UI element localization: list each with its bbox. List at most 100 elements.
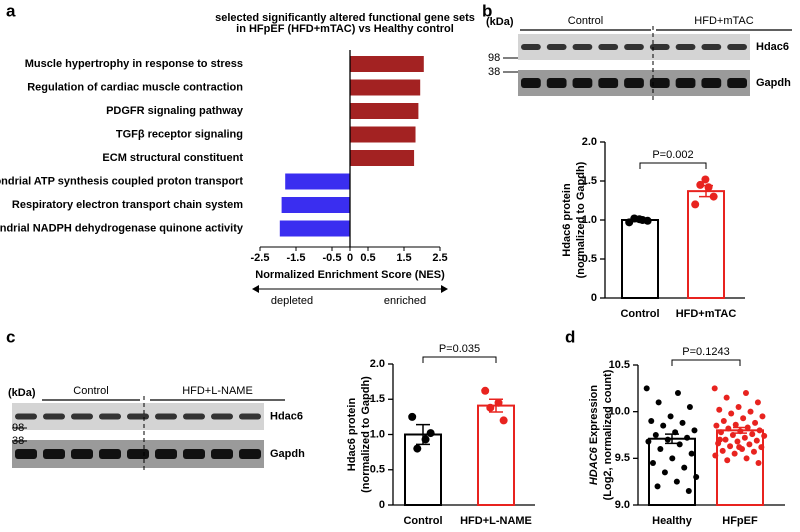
panel-label: b — [482, 1, 492, 20]
y-tick-label: 1.0 — [370, 428, 385, 440]
blot-band — [598, 78, 619, 88]
x-tick-label: HFD+L-NAME — [460, 515, 532, 527]
y-axis-label-part: Expression — [588, 385, 600, 448]
data-point — [727, 443, 734, 450]
blot-band — [43, 413, 65, 420]
data-point — [657, 446, 664, 452]
data-point — [481, 386, 490, 395]
protein-label: Hdac6 — [270, 410, 303, 422]
data-point — [754, 399, 761, 406]
panel-label: a — [6, 1, 16, 20]
category-label: Muscle hypertrophy in response to stress — [25, 58, 243, 70]
data-point — [684, 434, 691, 441]
data-point — [649, 460, 656, 466]
y-axis-label-part: HDAC6 — [588, 446, 600, 485]
category-label: Respiratory electron transport chain sys… — [12, 199, 243, 211]
data-point — [716, 436, 723, 443]
blot-band — [598, 44, 619, 50]
bar — [350, 56, 424, 72]
x-axis-label: Normalized Enrichment Score (NES) — [255, 269, 445, 281]
blot-band — [71, 413, 93, 420]
blot-band — [15, 449, 37, 459]
y-tick-label: 1.5 — [370, 393, 385, 405]
data-point — [744, 424, 751, 431]
data-point — [747, 408, 754, 415]
y-tick-label: 2.0 — [370, 358, 385, 370]
bar — [350, 79, 421, 96]
category-label: Mitochondrial NADPH dehydrogenase quinon… — [0, 222, 244, 234]
data-point — [711, 385, 718, 392]
data-point — [732, 421, 739, 428]
data-point — [696, 180, 705, 189]
blot-band — [99, 449, 121, 459]
data-point — [750, 448, 757, 455]
data-point — [743, 455, 750, 462]
x-tick-label: 0.5 — [360, 252, 375, 264]
category-label: ECM structural constituent — [102, 152, 243, 164]
category-label: PDGFR signaling pathway — [106, 105, 244, 117]
data-point — [761, 432, 768, 439]
data-point — [676, 441, 683, 448]
y-axis-label: (normalized to Gapdh) — [360, 376, 372, 493]
blot-band — [183, 449, 205, 459]
x-tick-label: 0 — [347, 252, 353, 264]
blot-band — [727, 78, 747, 88]
data-point — [728, 410, 735, 417]
data-point — [736, 444, 743, 451]
chart-title: in HFpEF (HFD+mTAC) vs Healthy control — [236, 23, 454, 35]
blot-band — [211, 413, 233, 420]
x-tick-label: -0.5 — [323, 252, 342, 264]
p-value: P=0.1243 — [682, 346, 729, 358]
group-label: Control — [73, 385, 108, 397]
blot-band — [155, 413, 177, 420]
data-point — [756, 427, 763, 434]
bar — [621, 219, 659, 299]
blot-band — [43, 449, 65, 459]
y-tick-label: 0.5 — [582, 253, 597, 265]
error-bar — [665, 433, 679, 445]
data-point — [759, 413, 766, 420]
data-point — [645, 438, 652, 445]
data-point — [723, 394, 730, 401]
blot-band — [649, 44, 670, 50]
chart-title: selected significantly altered functiona… — [215, 12, 475, 24]
data-point — [713, 422, 720, 429]
x-tick-label: Healthy — [652, 515, 693, 527]
data-point — [755, 460, 762, 466]
blot-band — [155, 449, 177, 459]
x-tick-label: -2.5 — [251, 252, 270, 264]
blot-band — [15, 413, 37, 420]
data-point — [746, 441, 753, 448]
data-point — [742, 390, 749, 396]
data-point — [426, 429, 435, 438]
data-point — [681, 464, 688, 471]
blot-band — [239, 449, 261, 459]
panel-label: c — [6, 327, 15, 346]
blot-band — [183, 413, 205, 420]
blot-band — [727, 44, 747, 50]
blot-band — [71, 449, 93, 459]
group-label: HFD+mTAC — [694, 15, 753, 27]
data-point — [720, 418, 727, 424]
data-point — [667, 413, 674, 420]
x-tick-label: Control — [403, 515, 442, 527]
category-label: Mitochondrial ATP synthesis coupled prot… — [0, 175, 243, 187]
data-point — [669, 455, 676, 462]
data-point — [691, 427, 698, 434]
data-point — [693, 474, 700, 480]
blot-band — [521, 44, 541, 50]
blot-band — [572, 44, 593, 50]
marker-label: 38 — [488, 66, 500, 78]
y-tick-label: 10.5 — [609, 359, 630, 371]
data-point — [660, 422, 667, 429]
data-point — [716, 406, 723, 413]
data-point — [674, 390, 681, 396]
data-point — [758, 444, 765, 451]
data-point — [735, 404, 742, 410]
data-point — [673, 478, 680, 485]
y-axis-label: (Log2, normalized count) — [602, 369, 614, 500]
data-point — [661, 469, 668, 476]
blot-band — [649, 78, 670, 88]
category-label: Regulation of cardiac muscle contraction — [27, 81, 243, 93]
data-point — [413, 444, 422, 453]
